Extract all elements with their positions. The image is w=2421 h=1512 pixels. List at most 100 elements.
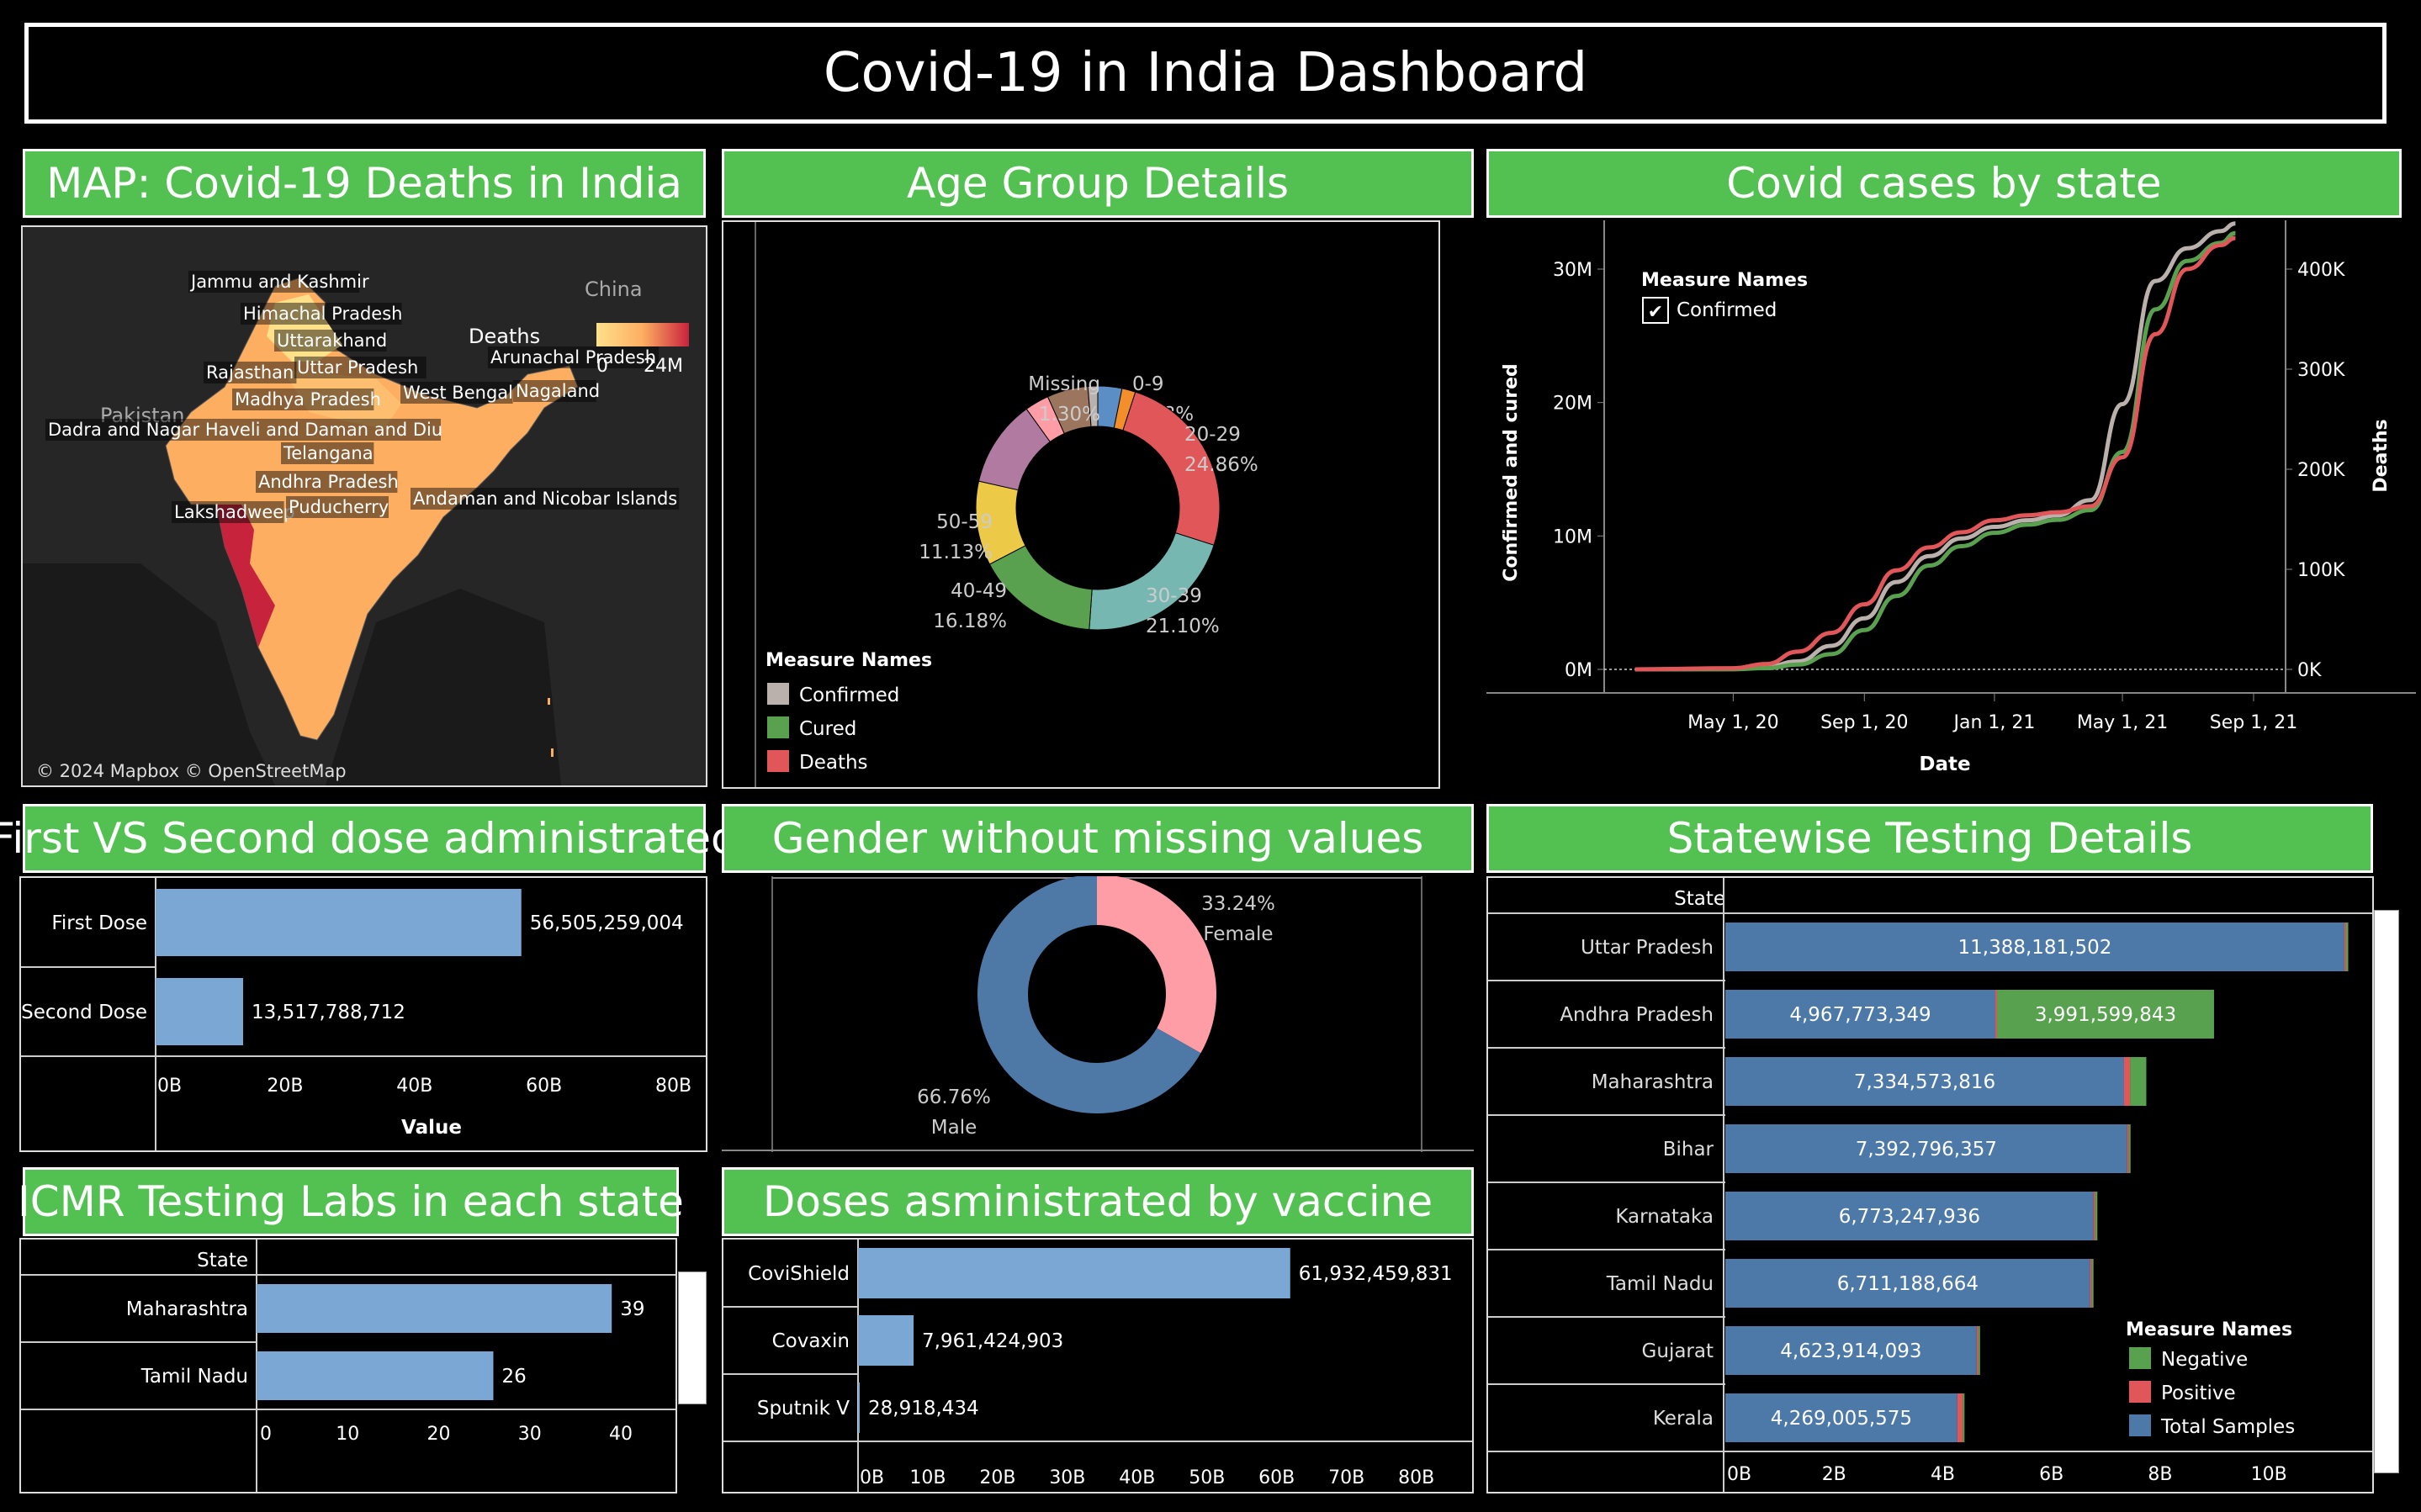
- map-label-bg-rajasthan: [204, 362, 297, 383]
- testing-bar-tamil-nadu-total-samples[interactable]: [1725, 1259, 2090, 1308]
- testing-bar-chart: State Uttar Pradesh 11,388,181,502 Andhra …: [1488, 878, 2372, 1492]
- cases-ytick-left-30m: 30M: [1553, 260, 1592, 281]
- testing-bar-tamil-nadu-negative[interactable]: [2091, 1259, 2094, 1308]
- testing-bar-gujarat-positive[interactable]: [1976, 1326, 1979, 1375]
- testing-category-andhra-pradesh: Andhra Pradesh: [1560, 1004, 1714, 1026]
- testing-xtick-2b: 2B: [1822, 1464, 1846, 1485]
- testing-bar-kerala-positive[interactable]: [1957, 1393, 1963, 1442]
- vaccine-xtick-60b: 60B: [1258, 1467, 1295, 1488]
- age-legend-title: Measure Names: [766, 650, 932, 671]
- state-labels: Jammu and Kashmir Himachal Pradesh Uttarak…: [45, 271, 680, 523]
- testing-bar-karnataka-total-samples[interactable]: [1725, 1192, 2094, 1240]
- vaccine-xtick-10b: 10B: [909, 1467, 946, 1488]
- testing-bar-maharashtra-negative[interactable]: [2130, 1057, 2147, 1106]
- testing-bar-bihar-negative[interactable]: [2128, 1124, 2131, 1173]
- testing-bar-tamil-nadu-positive[interactable]: [2090, 1259, 2092, 1308]
- north-states: [267, 294, 342, 362]
- testing-bar-uttar-pradesh-negative[interactable]: [2345, 923, 2349, 971]
- age-pct-50-59: 11.13%: [919, 542, 993, 563]
- map-attribution: © 2024 Mapbox © OpenStreetMap: [36, 761, 347, 781]
- age-legend-cured[interactable]: Cured: [799, 718, 856, 740]
- testing-bar-andhra-pradesh-positive[interactable]: [1995, 990, 1998, 1039]
- testing-value-karnataka-total-samples: 6,773,247,936: [1839, 1206, 1980, 1228]
- testing-bar-gujarat-total-samples[interactable]: [1725, 1326, 1977, 1375]
- testing-bar-karnataka-negative[interactable]: [2095, 1192, 2098, 1240]
- age-group-chart: 0-93.18%20-2924.86%30-3921.10%40-4916.18…: [755, 222, 1258, 787]
- vaccine-bar-covaxin[interactable]: [858, 1315, 914, 1366]
- testing-legend-negative[interactable]: Negative: [2161, 1349, 2248, 1371]
- map-label-bg-telangana: [281, 442, 374, 464]
- icmr-bars: Maharashtra 39 Tamil Nadu 26 0 10 20 30 40: [21, 1284, 675, 1445]
- cases-legend-confirmed[interactable]: Confirmed: [1677, 299, 1777, 321]
- doses-xtick-20b: 20B: [267, 1076, 303, 1097]
- testing-bar-gujarat-negative[interactable]: [1978, 1326, 1980, 1375]
- testing-bar-kerala-total-samples[interactable]: [1725, 1393, 1957, 1442]
- cases-header: Covid cases by state: [1486, 149, 2402, 218]
- testing-bar-maharashtra-total-samples[interactable]: [1725, 1057, 2124, 1106]
- cases-xtick-sep-1-21: Sep 1, 21: [2210, 712, 2297, 733]
- age-legend-deaths[interactable]: Deaths: [799, 752, 868, 774]
- icmr-scrollbar[interactable]: [678, 1271, 707, 1404]
- testing-bar-kerala-negative[interactable]: [1963, 1393, 1965, 1442]
- testing-category-kerala: Kerala: [1653, 1408, 1714, 1430]
- bay-of-bengal: [326, 589, 561, 785]
- testing-bar-uttar-pradesh-total-samples[interactable]: [1725, 923, 2344, 971]
- testing-value-gujarat-total-samples: 4,623,914,093: [1780, 1340, 1921, 1362]
- testing-scrollbar[interactable]: [2374, 910, 2399, 1473]
- cases-lines: [1634, 221, 2236, 672]
- age-legend-deaths-swatch: [767, 750, 789, 772]
- map-legend-min: 0: [596, 356, 608, 377]
- map-label-uttar-pradesh: Uttar Pradesh: [297, 357, 418, 378]
- testing-bar-andhra-pradesh-negative[interactable]: [1997, 990, 2214, 1039]
- testing-xtick-0b: 0B: [1727, 1464, 1751, 1485]
- testing-panel: State Uttar Pradesh 11,388,181,502 Andhra …: [1486, 876, 2374, 1493]
- map-label-bg-madhya-pradesh: [232, 389, 374, 410]
- map-legend-scale: [596, 323, 689, 346]
- doses-header: First VS Second dose administrated: [0, 804, 738, 873]
- testing-value-tamil-nadu-total-samples: 6,711,188,664: [1837, 1273, 1979, 1295]
- testing-bar-bihar-positive[interactable]: [2127, 1124, 2129, 1173]
- vaccine-bar-covishield[interactable]: [858, 1248, 1290, 1298]
- map-label-madhya-pradesh: Madhya Pradesh: [235, 389, 381, 410]
- cases-legend-title: Measure Names: [1641, 270, 1808, 291]
- cases-line-deaths: [1634, 235, 2236, 672]
- vaccine-category-sputnik-v: Sputnik V: [757, 1398, 850, 1419]
- testing-value-andhra-pradesh-total-samples: 4,967,773,349: [1789, 1004, 1931, 1026]
- icmr-bar-tamil-nadu[interactable]: [257, 1351, 494, 1400]
- doses-bar-second-dose[interactable]: [156, 978, 244, 1045]
- map-label-bg-nagaland: [513, 380, 596, 402]
- india-map[interactable]: China Pakistan Jammu and Kashmir Himachal…: [21, 225, 707, 787]
- age-label-20-29: 20-29: [1184, 424, 1241, 446]
- age-legend-confirmed[interactable]: Confirmed: [799, 685, 899, 706]
- map-label-himachal-pradesh: Himachal Pradesh: [243, 304, 402, 324]
- testing-category-gujarat: Gujarat: [1642, 1340, 1714, 1362]
- testing-bar-andhra-pradesh-total-samples[interactable]: [1725, 990, 1996, 1039]
- testing-category-karnataka: Karnataka: [1615, 1206, 1714, 1228]
- age-legend-cured-swatch: [767, 716, 789, 738]
- vaccine-xtick-0b: 0B: [860, 1467, 884, 1488]
- vaccine-value-covishield: 61,932,459,831: [1299, 1263, 1453, 1285]
- map-label-dadra-and-nagar-haveli-and-daman-and-diu: Dadra and Nagar Haveli and Daman and Diu: [48, 420, 442, 440]
- country-label-pakistan: Pakistan: [100, 404, 185, 427]
- cases-legend-checkmark: ✔: [1648, 302, 1663, 323]
- age-group-panel: 0-93.18%20-2924.86%30-3921.10%40-4916.18…: [722, 220, 1440, 789]
- testing-bar-maharashtra-positive[interactable]: [2123, 1057, 2131, 1106]
- age-donut: 0-93.18%20-2924.86%30-3921.10%40-4916.18…: [919, 373, 1258, 637]
- testing-bar-karnataka-positive[interactable]: [2093, 1192, 2095, 1240]
- icmr-bar-maharashtra[interactable]: [257, 1284, 612, 1333]
- testing-legend-total[interactable]: Total Samples: [2160, 1416, 2295, 1438]
- testing-bar-uttar-pradesh-positive[interactable]: [2344, 923, 2346, 971]
- vaccine-header: Doses asministrated by vaccine: [722, 1167, 1474, 1236]
- cases-ylabel-right: Deaths: [2371, 419, 2392, 492]
- doses-bar-first-dose[interactable]: [156, 889, 522, 956]
- cases-legend-checkbox[interactable]: [1642, 297, 1669, 324]
- testing-legend-positive[interactable]: Positive: [2161, 1382, 2236, 1404]
- cases-ytick-right-100k: 100K: [2297, 560, 2345, 581]
- vaccine-bar-sputnik-v[interactable]: [858, 1382, 860, 1433]
- gender-slice-male: [977, 875, 1201, 1113]
- doses-xtick-0b: 0B: [157, 1076, 182, 1097]
- map-legend-title: Deaths: [469, 325, 540, 348]
- testing-bar-bihar-total-samples[interactable]: [1725, 1124, 2127, 1173]
- cases-xtick-may-1-20: May 1, 20: [1687, 712, 1778, 733]
- map-label-andhra-pradesh: Andhra Pradesh: [258, 472, 399, 492]
